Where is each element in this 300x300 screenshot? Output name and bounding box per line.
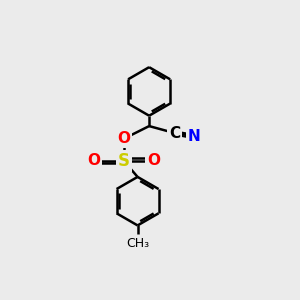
Text: O: O — [117, 131, 130, 146]
Text: C: C — [169, 125, 180, 140]
Text: N: N — [188, 129, 201, 144]
Text: S: S — [118, 152, 130, 170]
Text: O: O — [147, 153, 160, 168]
Text: CH₃: CH₃ — [126, 237, 149, 250]
Text: O: O — [87, 153, 100, 168]
